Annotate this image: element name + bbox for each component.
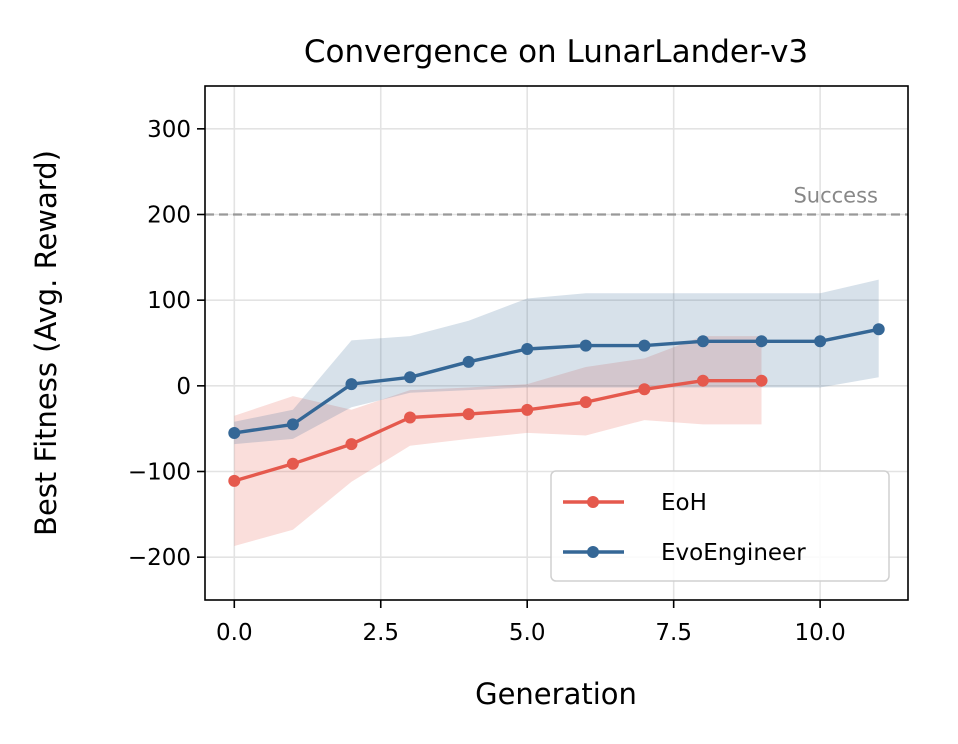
x-axis-title: Generation <box>475 677 637 711</box>
y-axis-title: Best Fitness (Avg. Reward) <box>29 150 63 536</box>
point-eoh <box>696 374 709 387</box>
x-tick-label: 2.5 <box>362 620 399 646</box>
legend-swatch-marker <box>587 496 599 508</box>
point-evoengineer <box>228 426 241 439</box>
point-evoengineer <box>345 378 358 391</box>
point-evoengineer <box>814 335 827 348</box>
point-eoh <box>404 411 417 424</box>
y-tick-label: −100 <box>128 460 191 486</box>
series-lines <box>228 323 885 487</box>
point-evoengineer <box>521 342 534 355</box>
x-tick-label: 0.0 <box>216 620 253 646</box>
y-tick-label: 200 <box>147 203 191 229</box>
point-evoengineer <box>286 418 299 431</box>
point-eoh <box>462 408 475 421</box>
legend-swatch-marker <box>587 546 599 558</box>
legend-label: EvoEngineer <box>661 540 806 566</box>
point-eoh <box>521 403 534 416</box>
success-label: Success <box>793 184 878 208</box>
y-tick-label: 100 <box>147 288 191 314</box>
reference-line-group: Success <box>205 184 908 216</box>
legend-box <box>550 470 890 582</box>
point-evoengineer <box>462 355 475 368</box>
legend-label: EoH <box>661 490 707 516</box>
point-evoengineer <box>579 339 592 352</box>
band-eoh <box>234 336 762 546</box>
point-eoh <box>286 457 299 470</box>
point-eoh <box>638 383 651 396</box>
y-tick-label: −200 <box>128 545 191 571</box>
line-eoh <box>233 379 762 483</box>
confidence-bands <box>234 279 879 546</box>
point-evoengineer <box>872 323 885 336</box>
plot-frame <box>204 85 909 601</box>
point-evoengineer <box>755 335 768 348</box>
point-evoengineer <box>696 335 709 348</box>
x-tick-label: 5.0 <box>509 620 546 646</box>
chart-title: Convergence on LunarLander-v3 <box>304 34 808 70</box>
band-evoengineer <box>234 279 879 445</box>
x-tick-label: 7.5 <box>655 620 692 646</box>
point-eoh <box>755 374 768 387</box>
legend: EoH EvoEngineer <box>550 470 890 582</box>
y-tick-label: 300 <box>147 117 191 143</box>
point-evoengineer <box>404 371 417 384</box>
point-eoh <box>345 438 358 451</box>
line-evoengineer <box>234 327 880 435</box>
point-eoh <box>228 474 241 487</box>
y-tick-label: 0 <box>176 374 191 400</box>
axis-ticks: 0.0 2.5 5.0 7.5 10.0 −200 −100 0 100 200 300 <box>128 117 846 646</box>
point-eoh <box>579 396 592 409</box>
x-tick-label: 10.0 <box>795 620 846 646</box>
point-evoengineer <box>638 339 651 352</box>
